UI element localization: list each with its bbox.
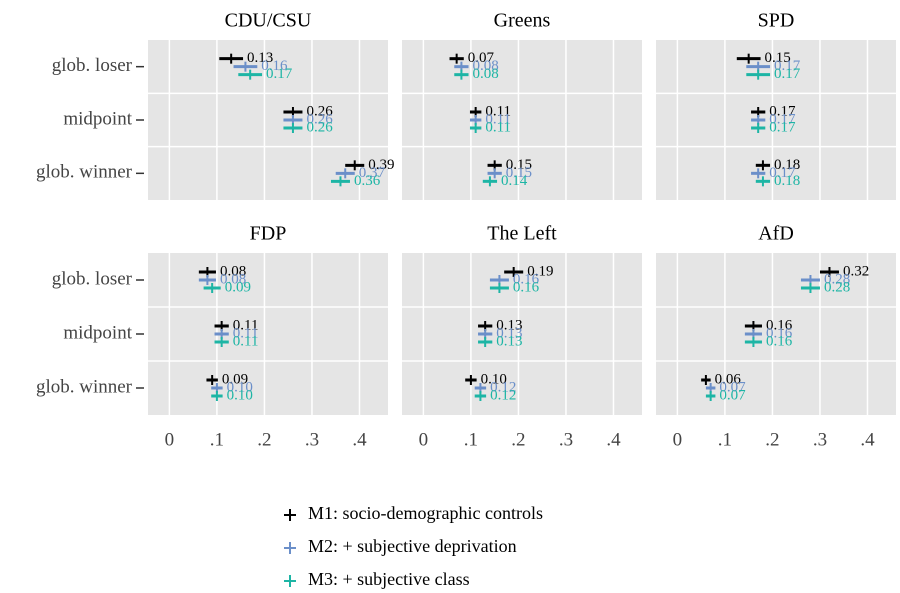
value-label: 0.15 — [765, 50, 791, 66]
value-label: 0.16 — [766, 325, 793, 341]
x-tick-label: .1 — [718, 429, 732, 450]
value-label: 0.16 — [513, 271, 540, 287]
x-tick-label: 0 — [165, 429, 175, 450]
value-label: 0.26 — [306, 103, 333, 119]
value-label: 0.11 — [485, 111, 511, 127]
value-label: 0.08 — [473, 66, 499, 82]
value-label: 0.10 — [481, 371, 507, 387]
value-label: 0.26 — [306, 111, 333, 127]
x-tick-label: .2 — [511, 429, 525, 450]
value-label: 0.11 — [233, 325, 259, 341]
value-label: 0.09 — [225, 279, 251, 295]
value-label: 0.13 — [247, 50, 273, 66]
value-label: 0.06 — [715, 371, 742, 387]
value-label: 0.07 — [468, 50, 495, 66]
x-tick-label: .1 — [210, 429, 224, 450]
value-label: 0.14 — [501, 173, 528, 189]
panel-background — [148, 253, 388, 415]
value-label: 0.13 — [496, 325, 522, 341]
x-tick-label: .2 — [765, 429, 779, 450]
value-label: 0.19 — [527, 263, 553, 279]
value-label: 0.07 — [719, 379, 746, 395]
x-tick-label: .4 — [860, 429, 875, 450]
value-label: 0.28 — [824, 279, 850, 295]
value-label: 0.15 — [506, 157, 532, 173]
panel-title: Greens — [494, 10, 551, 32]
panel-background — [402, 253, 642, 415]
value-label: 0.26 — [306, 119, 333, 135]
value-label: 0.18 — [774, 157, 800, 173]
value-label: 0.16 — [261, 58, 288, 74]
legend-label: M3: + subjective class — [308, 569, 470, 589]
value-label: 0.11 — [233, 317, 259, 333]
x-tick-label: .3 — [559, 429, 573, 450]
x-tick-label: 0 — [419, 429, 429, 450]
value-label: 0.12 — [490, 387, 516, 403]
value-label: 0.07 — [719, 387, 746, 403]
y-tick-label: glob. winner — [36, 162, 133, 183]
value-label: 0.17 — [769, 119, 796, 135]
value-label: 0.08 — [220, 271, 246, 287]
y-tick-label: midpoint — [63, 322, 132, 343]
legend-label: M2: + subjective deprivation — [308, 536, 517, 556]
value-label: 0.18 — [774, 173, 800, 189]
value-label: 0.17 — [266, 66, 293, 82]
value-label: 0.16 — [513, 279, 540, 295]
value-label: 0.39 — [368, 157, 394, 173]
value-label: 0.37 — [359, 165, 386, 181]
value-label: 0.17 — [774, 58, 801, 74]
value-label: 0.17 — [769, 165, 796, 181]
legend-label: M1: socio-demographic controls — [308, 503, 543, 523]
panel-title: FDP — [250, 223, 287, 245]
value-label: 0.08 — [473, 58, 499, 74]
y-tick-label: glob. winner — [36, 376, 133, 397]
panel-background — [656, 40, 896, 200]
value-label: 0.11 — [485, 119, 511, 135]
x-tick-label: .2 — [257, 429, 271, 450]
panel-background — [402, 40, 642, 200]
value-label: 0.11 — [485, 103, 511, 119]
value-label: 0.11 — [233, 333, 259, 349]
value-label: 0.17 — [769, 111, 796, 127]
x-tick-label: .4 — [352, 429, 367, 450]
x-tick-label: .1 — [464, 429, 478, 450]
value-label: 0.32 — [843, 263, 869, 279]
value-label: 0.12 — [490, 379, 516, 395]
value-label: 0.10 — [227, 379, 253, 395]
value-label: 0.16 — [766, 317, 793, 333]
x-tick-label: .3 — [813, 429, 827, 450]
x-tick-label: 0 — [673, 429, 683, 450]
value-label: 0.10 — [227, 387, 253, 403]
x-tick-label: .3 — [305, 429, 319, 450]
value-label: 0.15 — [506, 165, 532, 181]
value-label: 0.08 — [220, 263, 246, 279]
y-tick-label: midpoint — [63, 108, 132, 129]
panel-background — [656, 253, 896, 415]
panel-title: SPD — [758, 10, 795, 32]
value-label: 0.09 — [222, 371, 248, 387]
value-label: 0.36 — [354, 173, 381, 189]
value-label: 0.17 — [769, 103, 796, 119]
value-label: 0.16 — [766, 333, 793, 349]
value-label: 0.13 — [496, 317, 522, 333]
panel-title: CDU/CSU — [225, 10, 312, 32]
x-tick-label: .4 — [606, 429, 621, 450]
panel-title: AfD — [758, 223, 794, 245]
y-tick-label: glob. loser — [52, 268, 133, 289]
value-label: 0.28 — [824, 271, 850, 287]
value-label: 0.13 — [496, 333, 522, 349]
value-label: 0.17 — [774, 66, 801, 82]
y-tick-label: glob. loser — [52, 55, 133, 76]
panel-title: The Left — [487, 223, 557, 245]
